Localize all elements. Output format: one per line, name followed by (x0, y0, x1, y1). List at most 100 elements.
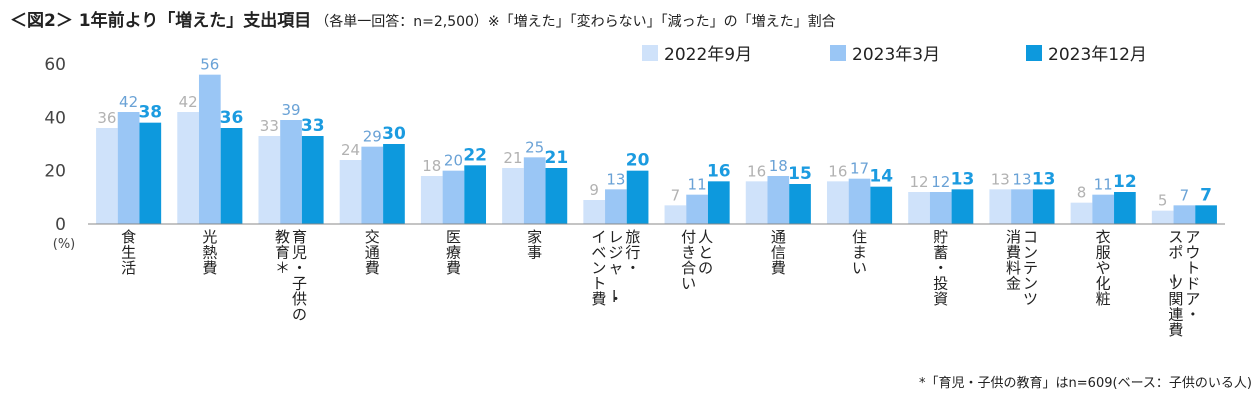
data-label: 13 (951, 169, 975, 189)
bar (139, 122, 162, 224)
x-tick-label: 通信費 (771, 228, 786, 277)
data-label: 13 (606, 170, 625, 188)
bar (220, 128, 243, 224)
x-tick-label: アウトドア・ (1185, 228, 1200, 324)
bar (1032, 189, 1055, 224)
x-tick-label: 食生活 (121, 228, 136, 277)
data-label: 18 (769, 157, 788, 175)
x-tick-label: 付き合い (681, 228, 696, 293)
data-label: 39 (281, 101, 300, 119)
x-tick-label: 家事 (527, 228, 542, 262)
bar (707, 181, 730, 224)
bar (908, 192, 930, 224)
bar (96, 128, 118, 224)
data-label: 15 (788, 164, 812, 184)
bar (1173, 205, 1196, 224)
bar (442, 170, 465, 224)
data-label: 18 (422, 157, 441, 175)
y-tick-label: 60 (44, 55, 66, 75)
data-label: 7 (1200, 185, 1212, 205)
data-label: 16 (707, 161, 731, 181)
legend-swatch-2022-09 (642, 44, 658, 61)
legend-label-2023-12: 2023年12月 (1048, 45, 1147, 65)
x-tick-label: 育児・子供の (292, 228, 307, 324)
data-label: 16 (828, 162, 847, 180)
data-label: 17 (850, 160, 869, 178)
x-tick-label: 人との (698, 228, 713, 277)
y-tick-label: 0 (55, 215, 66, 235)
bar (545, 168, 568, 224)
bar (826, 181, 849, 224)
y-tick-label: 40 (44, 108, 66, 128)
data-label: 5 (1158, 192, 1168, 210)
legend-label-2022-09: 2022年9月 (664, 45, 753, 65)
bar (361, 146, 384, 224)
x-tick-label: レジャー・ (604, 228, 623, 308)
data-label: 9 (589, 181, 599, 199)
bar (280, 120, 302, 224)
x-tick-label: コンテンツ (1023, 228, 1038, 308)
bar (1092, 194, 1115, 224)
bar (848, 178, 871, 224)
data-label: 24 (341, 141, 360, 159)
x-tick-label: 教育＊ (275, 228, 290, 277)
x-tick-label: 消費料金 (1006, 228, 1021, 293)
bar (745, 181, 768, 224)
chart-legend: 2022年9月 2023年3月 2023年12月 (0, 40, 1260, 70)
bar (502, 168, 524, 224)
data-label: 20 (444, 152, 463, 170)
bar (626, 170, 649, 224)
y-tick-label: 20 (44, 162, 66, 182)
data-label: 14 (869, 167, 893, 187)
bar (1070, 202, 1093, 224)
legend-item-2022-09: 2022年9月 (642, 40, 752, 65)
data-label: 11 (688, 176, 707, 194)
bar (789, 184, 811, 224)
data-label: 8 (1077, 184, 1087, 202)
bar (177, 112, 199, 224)
data-label: 56 (200, 56, 219, 74)
data-label: 11 (1094, 176, 1113, 194)
bar (301, 136, 324, 224)
bar (464, 165, 487, 224)
x-tick-label: イベント費 (591, 228, 606, 308)
data-label: 7 (1180, 186, 1190, 204)
bar (929, 192, 952, 224)
bar (198, 74, 221, 225)
data-label: 36 (97, 109, 116, 127)
data-label: 33 (301, 116, 325, 136)
bar (1151, 210, 1174, 224)
data-label: 38 (138, 103, 162, 123)
data-label: 12 (931, 173, 950, 191)
bar (686, 194, 708, 224)
x-tick-label: 衣服や化粧 (1096, 228, 1111, 308)
bar (420, 176, 443, 224)
bar (339, 160, 362, 224)
x-tick-label: 交通費 (365, 228, 380, 277)
bar (664, 205, 687, 224)
footnote: *「育児・子供の教育」はn=609(ベース：子供のいる人) (919, 376, 1252, 391)
legend-item-2023-12: 2023年12月 (1026, 40, 1147, 65)
data-label: 21 (503, 149, 522, 167)
bar (1114, 192, 1136, 224)
x-tick-label: 医療費 (446, 228, 461, 277)
bar (117, 112, 140, 224)
data-label: 22 (463, 145, 487, 165)
data-label: 12 (910, 173, 929, 191)
data-label: 7 (671, 186, 681, 204)
y-axis-unit-label: (%) (53, 237, 76, 252)
x-tick-label: 光熱費 (202, 228, 217, 277)
chart-title: ＜図2＞ 1年前より「増えた」支出項目 （各単一回答：n=2,500）※「増えた」… (10, 6, 836, 31)
bar (951, 189, 974, 224)
data-label: 16 (747, 162, 766, 180)
data-label: 42 (179, 93, 198, 111)
data-label: 21 (545, 148, 569, 168)
bar (258, 136, 281, 224)
bar (989, 189, 1012, 224)
data-label: 20 (626, 151, 650, 171)
data-label: 12 (1113, 172, 1137, 192)
data-label: 42 (119, 93, 138, 111)
data-label: 36 (220, 108, 244, 128)
bar (383, 144, 405, 224)
